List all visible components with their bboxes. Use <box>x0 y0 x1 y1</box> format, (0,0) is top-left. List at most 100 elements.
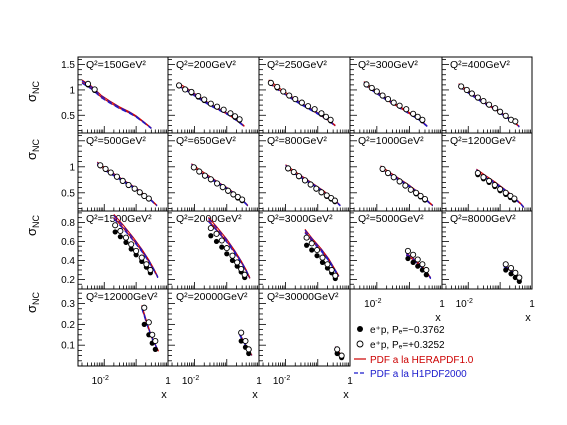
legend-marker-eminus <box>357 326 363 332</box>
panel-5: Q²=400GeV² <box>441 56 533 134</box>
q2-label: Q²=1500GeV² <box>86 213 152 225</box>
point-eplus <box>133 247 140 255</box>
point-eplus <box>458 83 465 90</box>
point-eminus <box>503 267 509 273</box>
point-eplus <box>512 269 519 276</box>
panel-6: Q²=500GeV² <box>77 132 169 212</box>
x-axis-label: x <box>252 389 258 401</box>
point-eplus <box>213 230 220 237</box>
y-tick-label: 0.8 <box>61 218 75 229</box>
point-eminus <box>219 244 225 250</box>
point-eplus <box>516 274 523 281</box>
point-eplus <box>117 227 124 235</box>
h1pdf-curve-eplus <box>380 166 434 206</box>
point-eplus <box>241 271 248 278</box>
panel-9: Q²=1000GeV² <box>349 132 443 212</box>
point-eplus <box>404 247 411 255</box>
panel-3: Q²=250GeV² <box>258 56 351 134</box>
point-eminus <box>213 238 220 245</box>
point-eplus <box>327 116 334 123</box>
point-eplus <box>267 79 274 86</box>
q2-label: Q²=400GeV² <box>450 59 510 71</box>
point-eplus <box>290 168 297 176</box>
panel-15: Q²=8000GeV² <box>441 210 533 290</box>
point-eplus <box>486 101 493 108</box>
h1pdf-curve-eplus <box>304 229 340 277</box>
point-eplus <box>463 86 470 93</box>
point-eplus <box>363 81 370 88</box>
point-eminus <box>128 246 134 252</box>
panel-frame <box>349 56 443 134</box>
y-axis-label: σNC <box>24 214 41 236</box>
point-eplus <box>421 195 429 203</box>
point-eminus <box>208 233 214 239</box>
point-eplus <box>502 112 509 119</box>
point-eminus <box>334 350 340 357</box>
panel-frame <box>77 288 169 367</box>
point-eminus <box>246 350 252 357</box>
legend-label-eplus: e⁺p, Pₑ=+0.3252 <box>370 340 445 351</box>
point-eplus <box>149 331 156 338</box>
q2-label: Q²=1200GeV² <box>450 135 516 147</box>
point-eplus <box>379 92 386 99</box>
point-eplus <box>295 173 302 180</box>
point-eplus <box>298 99 305 106</box>
y-tick-label: 0.4 <box>61 256 75 267</box>
point-eplus <box>292 96 299 103</box>
q2-label: Q²=650GeV² <box>176 135 236 147</box>
point-eplus <box>128 241 135 248</box>
point-eplus <box>511 195 518 202</box>
x-axis-label: x <box>343 389 349 401</box>
point-eplus <box>390 99 397 106</box>
point-eplus <box>102 165 109 172</box>
point-eplus <box>141 304 148 311</box>
point-eplus <box>113 173 120 180</box>
x-tick-label: 1 <box>165 376 171 387</box>
point-eminus <box>123 239 129 245</box>
point-eplus <box>201 96 208 103</box>
point-eplus <box>419 116 426 123</box>
point-eplus <box>214 103 221 110</box>
x-axis-label: x <box>525 312 531 324</box>
point-eplus <box>328 266 335 274</box>
point-eplus <box>91 86 98 93</box>
point-eplus <box>507 265 515 272</box>
point-eplus <box>332 272 339 279</box>
point-eplus <box>245 346 252 353</box>
point-eminus <box>112 229 118 235</box>
point-eplus <box>417 192 424 199</box>
point-eplus <box>238 265 245 273</box>
point-eplus <box>143 261 150 268</box>
point-eplus <box>145 195 152 202</box>
point-eplus <box>225 187 232 194</box>
panel-4: Q²=300GeV² <box>349 56 443 134</box>
h1pdf-curve-eplus <box>141 306 159 352</box>
panel-11: Q²=1500GeV² <box>77 210 169 290</box>
point-eplus <box>492 105 499 112</box>
point-eplus <box>223 245 230 252</box>
point-eminus <box>309 247 315 253</box>
point-eplus <box>308 240 315 247</box>
q2-label: Q²=5000GeV² <box>358 213 424 225</box>
point-eplus <box>138 254 145 261</box>
x-tick-label: 10-2 <box>364 298 381 310</box>
point-eplus <box>274 83 281 90</box>
point-eplus <box>396 102 403 109</box>
panel-1: Q²=150GeV² <box>77 56 169 134</box>
point-eplus <box>218 237 225 244</box>
q2-label: Q²=8000GeV² <box>450 213 516 225</box>
panel-7: Q²=650GeV² <box>167 132 260 212</box>
point-eplus <box>207 225 214 232</box>
legend: e⁺p, Pₑ=−0.3762 e⁺p, Pₑ=+0.3252 PDF a la H… <box>354 325 474 380</box>
point-eminus <box>314 253 320 259</box>
point-eminus <box>415 263 421 269</box>
y-tick-label: 0.1 <box>61 341 75 352</box>
h1pdf-curve-eplus <box>208 218 251 279</box>
legend-label-hera: PDF a la HERAPDF1.0 <box>370 355 474 366</box>
x-tick-label: 10-2 <box>92 375 109 387</box>
point-eplus <box>410 110 417 117</box>
point-eplus <box>301 177 309 184</box>
point-eplus <box>97 162 104 169</box>
q2-label: Q²=3000GeV² <box>267 213 333 225</box>
point-eplus <box>234 259 241 266</box>
